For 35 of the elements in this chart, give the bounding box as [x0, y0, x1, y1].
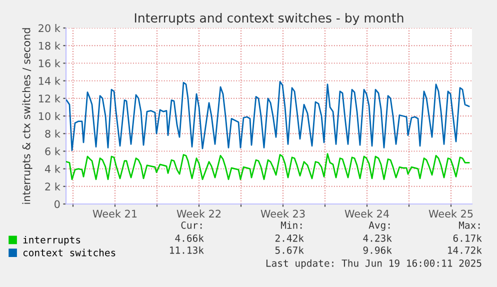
y-tick-label: 4 k: [44, 164, 60, 173]
text: 9.96k: [363, 246, 392, 254]
text: Last update: Thu Jun 19 16:00:11 2025: [266, 259, 482, 269]
text: 4.23k: [363, 234, 392, 242]
text: 6.17k: [453, 234, 482, 242]
text: 5.67k: [275, 246, 304, 254]
x-tick-label: Week 24: [344, 210, 389, 218]
y-tick-label: 20 k: [38, 24, 60, 32]
y-axis-title: interrupts & ctx switches / second: [22, 28, 32, 204]
text: Max:: [458, 222, 480, 229]
y-tick-label: 0: [54, 200, 60, 208]
y-tick-label: 18 k: [38, 42, 60, 50]
y-tick-label: 6 k: [45, 147, 60, 156]
y-tick-label: 14 k: [38, 76, 60, 85]
y-tick-label: 2 k: [45, 182, 60, 190]
legend-label: context switches: [23, 248, 116, 256]
line-series: [66, 153, 470, 180]
text: Min:: [280, 221, 302, 229]
chart-title: Interrupts and context switches - by month: [134, 12, 404, 26]
text: Avg:: [368, 222, 390, 231]
line-series: [66, 80, 470, 152]
x-tick-label: Week 22: [176, 210, 221, 218]
y-tick-label: 10 k: [38, 112, 60, 120]
x-tick-label: Week 25: [428, 210, 473, 218]
legend-label: interrupts: [23, 236, 80, 246]
text: Cur:: [181, 221, 202, 229]
text: 4.66k: [175, 234, 204, 242]
y-tick-label: 12 k: [38, 94, 60, 102]
text: 14.72k: [448, 246, 482, 254]
text: 11.13k: [170, 246, 204, 254]
y-tick-label: 8 k: [45, 130, 60, 138]
x-tick-label: Week 21: [92, 210, 137, 218]
text: 2.42k: [275, 234, 304, 242]
y-tick-label: 16 k: [38, 59, 60, 68]
x-tick-label: Week 23: [260, 210, 305, 218]
